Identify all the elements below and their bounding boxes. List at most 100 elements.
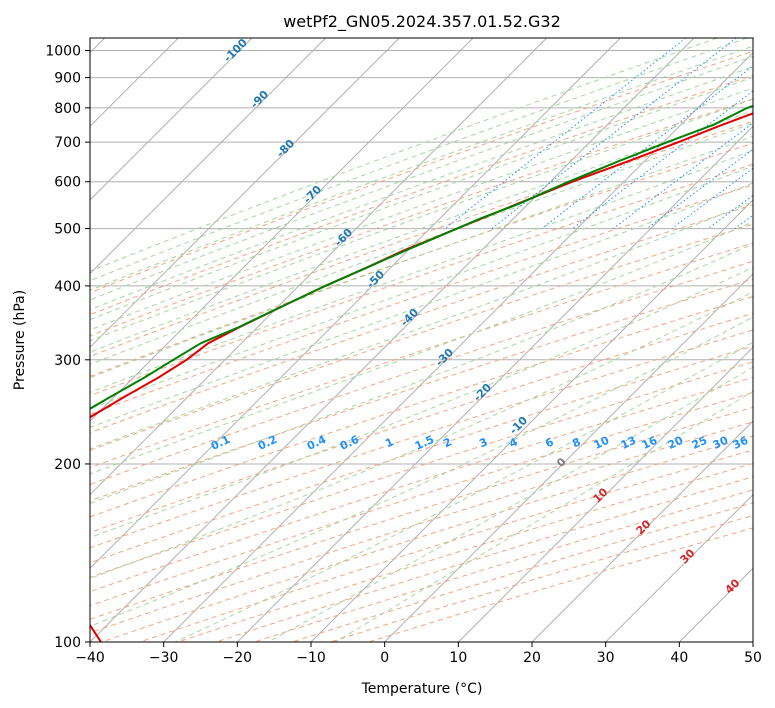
dry-adiabat-line bbox=[254, 489, 753, 642]
moist-adiabat-line bbox=[90, 45, 753, 291]
dry-adiabat-line bbox=[90, 142, 753, 377]
x-tick-label: 10 bbox=[449, 650, 467, 666]
x-tick-label: 40 bbox=[670, 650, 688, 666]
moist-adiabat-line bbox=[90, 76, 753, 321]
dewpoint-profile-line bbox=[90, 104, 753, 410]
mixing-ratio-label: 10 bbox=[592, 434, 612, 452]
dry-adiabat-label: -70 bbox=[301, 183, 324, 206]
moist-adiabat-line bbox=[90, 66, 753, 311]
y-tick-label: 300 bbox=[54, 353, 81, 369]
mixing-ratio-line bbox=[572, 90, 753, 229]
moist-adiabat-line bbox=[90, 149, 753, 393]
isotherm-line bbox=[90, 38, 253, 201]
mixing-ratio-lines bbox=[444, 38, 753, 230]
dry-adiabat-label: -50 bbox=[364, 268, 387, 291]
dry-adiabat-label: -80 bbox=[274, 137, 297, 160]
isotherm-line bbox=[90, 38, 327, 275]
y-tick-label: 200 bbox=[54, 457, 81, 473]
moist-adiabat-line bbox=[90, 87, 753, 331]
isotherm-line bbox=[90, 38, 548, 496]
y-tick-label: 500 bbox=[54, 222, 81, 238]
dry-adiabat-line bbox=[90, 74, 753, 316]
mixing-ratio-label: 8 bbox=[570, 435, 582, 450]
x-tick-label: 50 bbox=[744, 650, 762, 666]
y-axis: 100 200 300 400 500 600 700 800 900 1000 bbox=[45, 44, 90, 651]
plot-area: 0.1 0.2 0.4 0.6 1 1.5 2 3 4 6 8 10 13 16 20 25 30 36-100-… bbox=[90, 38, 753, 642]
x-tick-label: 0 bbox=[380, 650, 389, 666]
dry-adiabat-line bbox=[368, 527, 753, 642]
x-tick-label: 30 bbox=[597, 650, 615, 666]
isobar-grid bbox=[90, 50, 753, 642]
isotherm-line bbox=[90, 38, 621, 570]
y-tick-label: 700 bbox=[54, 135, 81, 151]
dry-adiabat-label: -60 bbox=[332, 226, 355, 249]
mixing-ratio-label: 36 bbox=[731, 434, 751, 452]
dry-adiabat-line bbox=[90, 406, 753, 620]
x-tick-label: −40 bbox=[75, 650, 105, 666]
plot-frame bbox=[89, 37, 754, 643]
mixing-ratio-label: 20 bbox=[666, 434, 686, 452]
mixing-ratio-line bbox=[707, 194, 753, 230]
dry-adiabat-line bbox=[90, 295, 753, 518]
mixing-ratio-line bbox=[541, 65, 753, 229]
isotherm-line bbox=[752, 641, 753, 642]
moist-adiabat-line bbox=[90, 38, 748, 282]
moist-adiabat-line bbox=[90, 55, 753, 301]
mixing-ratio-label: 3 bbox=[477, 435, 489, 450]
y-axis-label: Pressure (hPa) bbox=[12, 290, 28, 390]
isotherm-line bbox=[163, 51, 753, 642]
dry-adiabats bbox=[90, 50, 753, 642]
moist-adiabat-line bbox=[90, 98, 753, 342]
isotherm-line bbox=[90, 38, 400, 349]
y-tick-label: 100 bbox=[54, 635, 81, 651]
dry-adiabat-line bbox=[90, 312, 753, 534]
y-tick-label: 600 bbox=[54, 175, 81, 191]
mixing-ratio-label: 0.1 bbox=[209, 433, 232, 453]
dry-adiabat-line bbox=[330, 514, 753, 642]
moist-adiabat-line bbox=[90, 182, 753, 428]
mixing-ratio-label: 1 bbox=[383, 435, 395, 450]
moist-adiabat-label: 20 bbox=[634, 517, 654, 537]
mixing-ratio-label: 0.6 bbox=[338, 433, 361, 453]
x-axis-label: Temperature (°C) bbox=[361, 681, 483, 697]
dry-adiabat-line bbox=[90, 50, 753, 294]
moist-adiabats bbox=[90, 38, 753, 642]
mixing-ratio-label: 16 bbox=[640, 434, 660, 452]
x-tick-label: −30 bbox=[149, 650, 179, 666]
isotherm-line bbox=[90, 38, 695, 642]
y-tick-label: 400 bbox=[54, 279, 81, 295]
moist-adiabat-label: 0 bbox=[554, 455, 569, 470]
moist-adiabat-line bbox=[90, 165, 753, 410]
isotherm-line bbox=[384, 272, 753, 642]
x-tick-label: 20 bbox=[523, 650, 541, 666]
isotherm-line bbox=[457, 346, 753, 642]
y-tick-label: 900 bbox=[54, 71, 81, 87]
chart-title: wetPf2_GN05.2024.357.01.52.G32 bbox=[283, 12, 561, 32]
dry-adiabat-line bbox=[101, 435, 753, 642]
dry-adiabat-line bbox=[90, 163, 753, 397]
dry-adiabat-label: -30 bbox=[433, 346, 456, 369]
mixing-ratio-label: 30 bbox=[711, 434, 731, 452]
isotherm-line bbox=[236, 125, 753, 642]
mixing-ratio-label: 0.2 bbox=[256, 433, 279, 453]
mixing-ratio-label: 13 bbox=[619, 434, 638, 452]
moist-adiabat-line bbox=[267, 366, 753, 642]
dry-adiabat-label: -10 bbox=[507, 414, 530, 437]
x-axis: −40 −30 −20 −10 0 10 20 30 40 50 bbox=[75, 642, 762, 666]
moist-adiabat-label: 40 bbox=[723, 576, 743, 596]
profile-series bbox=[90, 104, 753, 642]
dry-adiabat-line bbox=[90, 361, 753, 578]
mixing-ratio-label: 25 bbox=[690, 434, 709, 452]
mixing-ratio-label: 2 bbox=[441, 435, 453, 450]
moist-adiabat-label: 30 bbox=[678, 546, 698, 566]
isotherm-line bbox=[531, 420, 753, 642]
dry-adiabat-line bbox=[90, 223, 753, 451]
dry-adiabat-line bbox=[177, 462, 753, 642]
isotherm-grid bbox=[90, 38, 753, 642]
adiabat-labels: 0.1 0.2 0.4 0.6 1 1.5 2 3 4 6 8 10 13 16 20 25 30 36-100-… bbox=[209, 38, 751, 597]
dry-adiabat-label: -40 bbox=[398, 306, 421, 329]
isotherm-line bbox=[90, 38, 474, 422]
moist-adiabat-line bbox=[90, 316, 753, 627]
mixing-ratio-line bbox=[444, 38, 687, 229]
